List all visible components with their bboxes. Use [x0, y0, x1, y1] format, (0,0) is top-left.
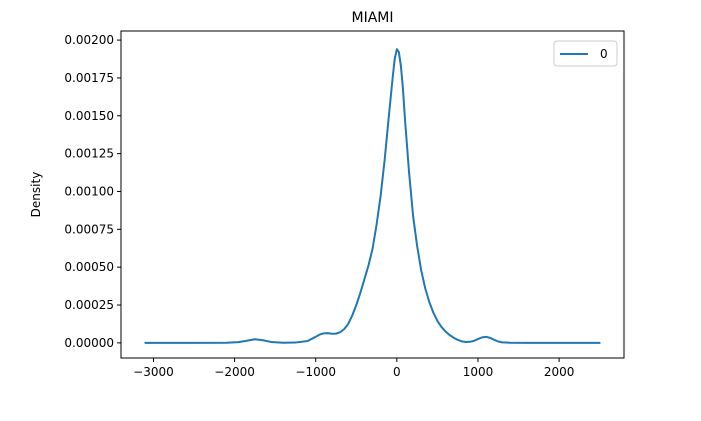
plot-area: −3000 −2000 −1000 0 1000 2000 0.00000 0.00025 0.…	[64, 30, 625, 379]
density-line-series-0	[144, 48, 601, 344]
axes-frame	[120, 30, 625, 359]
x-tick-label: 0	[393, 365, 401, 379]
x-tick-label: −1000	[295, 365, 336, 379]
y-tick-label: 0.00100	[64, 184, 114, 198]
y-tick-label: 0.00050	[64, 260, 114, 274]
legend-label: 0	[600, 47, 608, 61]
y-tick-label: 0.00150	[64, 109, 114, 123]
y-tick-label: 0.00075	[64, 222, 114, 236]
y-tick-label: 0.00125	[64, 147, 114, 161]
x-tick-label: −2000	[214, 365, 255, 379]
y-tick-label: 0.00175	[64, 71, 114, 85]
y-tick-label: 0.00200	[64, 33, 114, 47]
x-tick-label: −3000	[133, 365, 174, 379]
x-tick-label: 1000	[463, 365, 494, 379]
x-tick-label: 2000	[544, 365, 575, 379]
y-axis-label: Density	[29, 172, 43, 218]
y-tick-label: 0.00000	[64, 336, 114, 350]
legend: 0	[553, 40, 618, 67]
y-tick-label: 0.00025	[64, 298, 114, 312]
chart-title: MIAMI	[352, 10, 394, 26]
